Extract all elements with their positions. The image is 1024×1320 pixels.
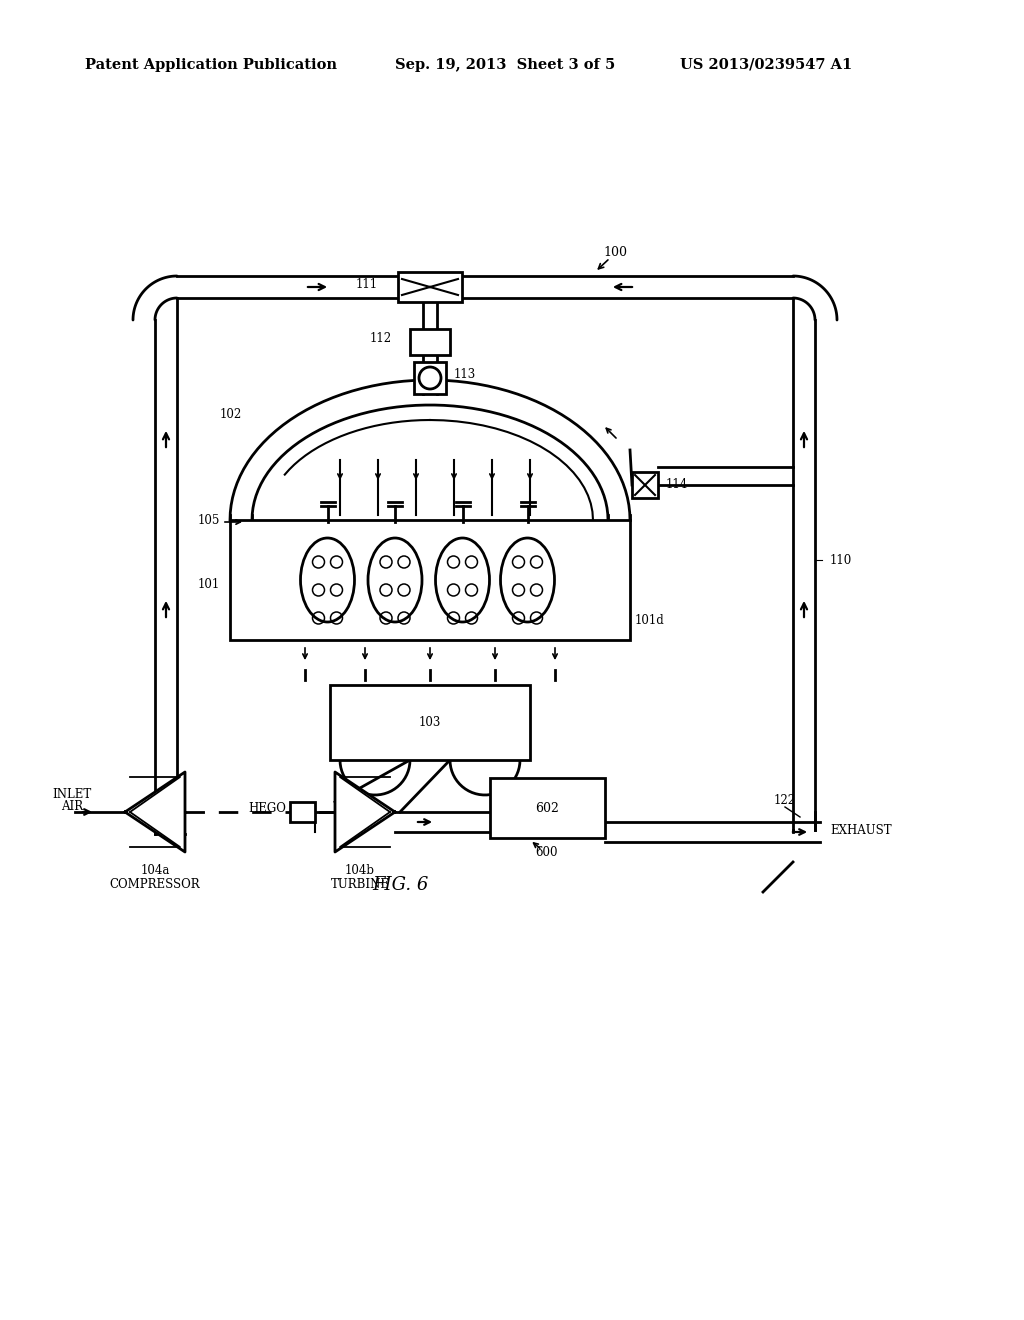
Text: 112: 112 <box>370 333 392 346</box>
Text: TURBINE: TURBINE <box>331 878 389 891</box>
Text: 111: 111 <box>356 277 378 290</box>
Ellipse shape <box>501 539 555 622</box>
Ellipse shape <box>435 539 489 622</box>
Text: US 2013/0239547 A1: US 2013/0239547 A1 <box>680 58 852 73</box>
Text: 101d: 101d <box>635 614 665 627</box>
Text: FIG. 6: FIG. 6 <box>372 876 428 894</box>
Text: 101: 101 <box>198 578 220 591</box>
Polygon shape <box>125 772 185 851</box>
Bar <box>490 777 605 838</box>
Text: Patent Application Publication: Patent Application Publication <box>85 58 337 73</box>
Text: 600: 600 <box>535 846 557 858</box>
Text: AIR: AIR <box>61 800 83 813</box>
Text: 122: 122 <box>774 793 796 807</box>
Text: 114: 114 <box>666 479 688 491</box>
Bar <box>290 803 315 822</box>
Bar <box>230 520 630 640</box>
Text: 104b: 104b <box>345 863 375 876</box>
Text: Sep. 19, 2013  Sheet 3 of 5: Sep. 19, 2013 Sheet 3 of 5 <box>395 58 615 73</box>
Text: EXHAUST: EXHAUST <box>830 824 892 837</box>
Text: 104a: 104a <box>140 863 170 876</box>
Bar <box>330 685 530 760</box>
Text: 602: 602 <box>536 801 559 814</box>
Ellipse shape <box>368 539 422 622</box>
Text: 105: 105 <box>198 513 220 527</box>
Text: 110: 110 <box>830 553 852 566</box>
Bar <box>414 362 446 393</box>
Ellipse shape <box>300 539 354 622</box>
Text: INLET: INLET <box>52 788 91 800</box>
Text: 103: 103 <box>419 717 441 730</box>
Bar <box>410 329 450 355</box>
Text: COMPRESSOR: COMPRESSOR <box>110 878 201 891</box>
Bar <box>632 473 658 498</box>
Text: 102: 102 <box>220 408 243 421</box>
Polygon shape <box>335 772 395 851</box>
Text: HEGO: HEGO <box>248 803 286 816</box>
Text: 113: 113 <box>454 368 476 381</box>
Text: 100: 100 <box>603 246 627 259</box>
Bar <box>398 272 462 302</box>
